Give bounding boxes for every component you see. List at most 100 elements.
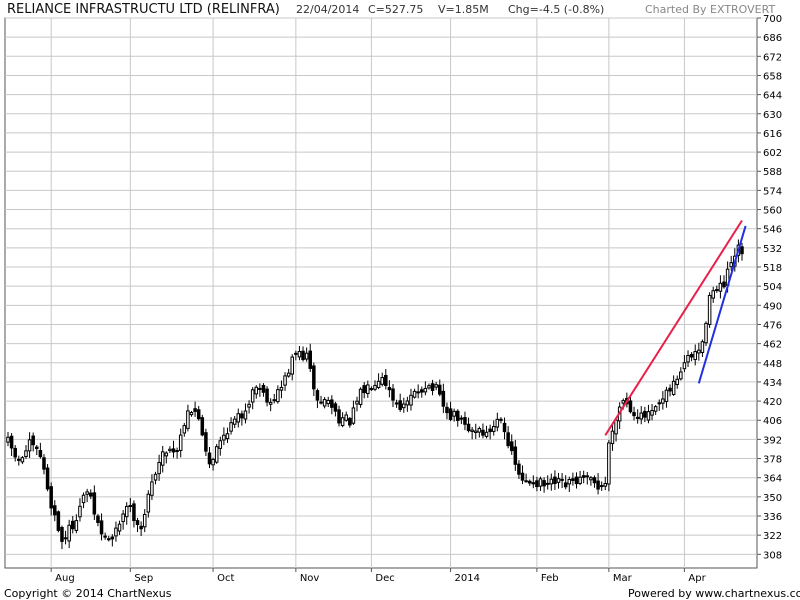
candle-body-up [585,475,590,478]
candle-body-up [175,450,179,453]
candle-body-down [42,457,46,470]
candle-body-down [596,480,600,490]
candle-body-down [258,387,262,390]
candle-body-down [455,410,460,421]
candle-body-up [675,378,679,385]
candle-body-up [117,523,122,532]
candle-body-up [484,431,489,437]
candle-body-down [387,387,392,391]
candle-body-up [661,398,665,404]
y-tick-label: 336 [763,512,782,523]
candle-body-up [671,380,676,395]
trendlines [604,219,747,436]
candle-body-up [549,478,554,485]
candle-body-up [283,375,287,386]
candle-body-down [535,480,539,488]
candle-body-up [369,388,374,391]
candle-body-up [718,282,723,292]
candle-body-down [448,408,453,420]
candle-body-down [635,416,640,419]
candle-body-up [178,434,183,451]
candle-body-up [686,354,690,363]
y-tick-label: 504 [763,282,782,293]
candle-body-up [225,433,230,440]
candle-body-up [524,480,528,483]
y-tick-label: 378 [763,455,782,466]
candle-body-down [668,387,672,392]
candle-body-down [513,446,518,465]
candle-body-up [164,452,169,457]
candle-body-down [398,400,402,410]
candle-body-up [24,450,28,457]
candle-body-up [254,386,259,395]
candle-body-down [384,374,388,386]
candle-body-down [49,486,53,509]
candle-body-up [124,505,129,518]
candle-body-up [218,440,223,449]
chart-title: RELIANCE INFRASTRUCTU LTD (RELINFRA) [7,2,280,17]
candle-body-down [416,391,420,394]
x-axis-ticks: Aug Sep Oct Nov Dec 2014 Feb Mar Apr [50,568,707,584]
candle-body-down [563,482,568,488]
candle-body-up [182,425,187,434]
candle-body-up [340,417,345,427]
candle-body-down [441,390,446,407]
candle-body-up [128,504,133,507]
candle-body-down [139,525,143,530]
candle-body-down [740,246,744,255]
candle-body-down [193,408,197,412]
candle-body-up [247,403,251,408]
candle-body-up [711,290,715,299]
candle-body-down [60,526,64,542]
candle-body-down [560,478,564,481]
trendline-lower [697,225,747,384]
y-tick-label: 644 [763,91,782,102]
candle-body-down [333,403,338,412]
candle-body-down [531,482,536,485]
candle-body-up [236,413,241,423]
candle-body-up [423,387,428,393]
candle-body-up [621,400,626,404]
candle-body-down [488,428,492,433]
candle-body-down [330,399,334,408]
candle-body-up [168,448,172,452]
candle-body-down [261,384,266,393]
candle-body-up [67,524,71,542]
y-tick-label: 518 [763,263,782,274]
y-tick-label: 490 [763,301,782,312]
candle-body-down [506,432,510,447]
candle-body-up [402,403,406,409]
candle-body-down [509,441,514,452]
header-date: 22/04/2014 [296,3,359,16]
candle-body-up [63,537,68,540]
y-axis-ticks: 308 322 336 350 364 378 392 406 420 434 448 462 476 4… [757,14,782,561]
y-tick-label: 406 [763,416,782,427]
candle-body-up [344,414,348,421]
candle-body-down [240,413,244,419]
candle-body-down [571,478,575,481]
candle-body-up [700,341,705,353]
y-tick-label: 560 [763,206,782,217]
candle-body-up [279,386,284,391]
candle-body-down [553,476,557,485]
candle-body-up [610,430,615,445]
candle-body-up [693,351,697,361]
x-tick-label: Aug [55,573,75,584]
candle-body-up [290,356,295,375]
candle-body-down [92,492,97,515]
candle-body-up [704,322,708,344]
candle-body-down [56,511,61,531]
candle-body-up [250,389,255,403]
x-tick-label: Dec [375,573,394,584]
candle-body-down [502,422,507,433]
candle-body-down [463,417,467,425]
candle-body-down [715,289,719,292]
candle-body-down [272,399,277,402]
candle-body-down [643,410,647,418]
y-tick-label: 462 [763,340,782,351]
candle-body-up [470,429,474,432]
candle-body-down [517,463,521,475]
x-tick-label: Feb [541,573,559,584]
candlestick-series [6,239,744,550]
candle-body-up [243,410,248,420]
